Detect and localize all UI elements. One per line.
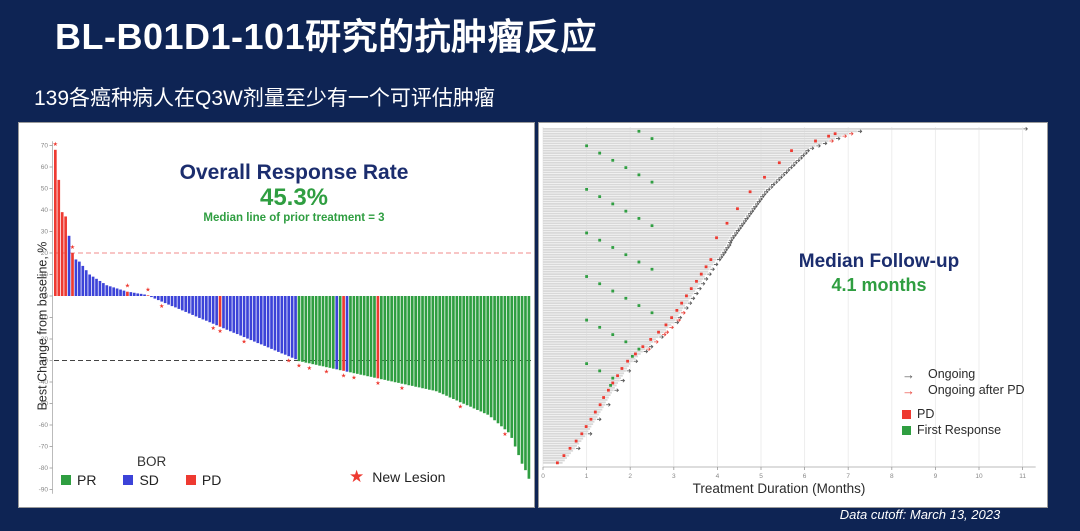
svg-text:4: 4 bbox=[716, 473, 720, 480]
svg-text:10: 10 bbox=[975, 473, 983, 480]
svg-text:★: ★ bbox=[70, 244, 75, 251]
svg-text:-90: -90 bbox=[39, 487, 49, 494]
svg-text:★: ★ bbox=[375, 380, 380, 387]
svg-text:★: ★ bbox=[399, 385, 404, 392]
svg-text:-60: -60 bbox=[39, 422, 49, 429]
svg-text:10: 10 bbox=[41, 272, 49, 279]
svg-text:6: 6 bbox=[803, 473, 807, 480]
svg-text:★: ★ bbox=[458, 404, 463, 411]
svg-text:20: 20 bbox=[41, 250, 49, 257]
svg-text:★: ★ bbox=[307, 365, 312, 372]
svg-text:-40: -40 bbox=[39, 379, 49, 386]
svg-text:2: 2 bbox=[628, 473, 632, 480]
svg-text:★: ★ bbox=[351, 375, 356, 382]
svg-text:★: ★ bbox=[502, 431, 507, 438]
waterfall-chart: 70 60 50 40 30 20 10 0 -10 -20 -30 -40 -50 -60 -70 -80 -… bbox=[39, 141, 534, 494]
svg-text:★: ★ bbox=[125, 283, 130, 290]
svg-text:★: ★ bbox=[145, 286, 150, 293]
svg-text:11: 11 bbox=[1019, 473, 1026, 480]
svg-text:60: 60 bbox=[41, 164, 49, 171]
waterfall-panel: 70 60 50 40 30 20 10 0 -10 -20 -30 -40 -50 -60 -70 -80 -… bbox=[18, 122, 535, 508]
svg-text:0: 0 bbox=[44, 293, 48, 300]
swimmer-bars bbox=[543, 127, 1028, 465]
waterfall-plot: 70 60 50 40 30 20 10 0 -10 -20 -30 -40 -50 -60 -70 -80 -… bbox=[39, 141, 534, 494]
svg-text:★: ★ bbox=[324, 369, 329, 376]
slide-title: BL-B01D1-101研究的抗肿瘤反应 bbox=[55, 16, 598, 57]
svg-text:★: ★ bbox=[53, 141, 58, 148]
swimmer-plot: 0 1 2 3 4 5 6 7 8 9 10 11 bbox=[541, 127, 1036, 480]
svg-text:70: 70 bbox=[41, 143, 49, 150]
slide-subtitle: 139各癌种病人在Q3W剂量至少有一个可评估肿瘤 bbox=[34, 87, 495, 110]
svg-text:-20: -20 bbox=[39, 336, 49, 343]
svg-text:★: ★ bbox=[241, 339, 246, 346]
svg-text:9: 9 bbox=[934, 473, 938, 480]
swimmer-panel: 0 1 2 3 4 5 6 7 8 9 10 11 Median Follow-up 4.1 mont… bbox=[538, 122, 1048, 508]
svg-text:-30: -30 bbox=[39, 358, 49, 365]
svg-text:0: 0 bbox=[541, 473, 545, 480]
svg-text:30: 30 bbox=[41, 229, 49, 236]
new-lesion-markers: ★★★★★★★★★★ ★★★ ★★★★★ bbox=[53, 141, 508, 438]
svg-text:8: 8 bbox=[890, 473, 894, 480]
data-cutoff-note: Data cutoff: March 13, 2023 bbox=[839, 507, 1001, 522]
svg-text:5: 5 bbox=[759, 473, 763, 480]
svg-text:★: ★ bbox=[217, 328, 222, 335]
svg-text:7: 7 bbox=[846, 473, 850, 480]
svg-text:-80: -80 bbox=[39, 465, 49, 472]
waterfall-bars bbox=[54, 149, 531, 479]
svg-text:-10: -10 bbox=[39, 315, 49, 322]
svg-text:-70: -70 bbox=[39, 444, 49, 451]
svg-text:★: ★ bbox=[296, 363, 301, 370]
swimmer-chart: 0 1 2 3 4 5 6 7 8 9 10 11 bbox=[541, 127, 1036, 480]
svg-text:40: 40 bbox=[41, 207, 49, 214]
svg-text:-50: -50 bbox=[39, 401, 49, 408]
svg-text:1: 1 bbox=[585, 473, 589, 480]
svg-text:50: 50 bbox=[41, 186, 49, 193]
svg-text:★: ★ bbox=[210, 325, 215, 332]
svg-text:★: ★ bbox=[159, 303, 164, 310]
svg-text:★: ★ bbox=[286, 358, 291, 365]
svg-text:3: 3 bbox=[672, 473, 676, 480]
svg-text:★: ★ bbox=[341, 372, 346, 379]
